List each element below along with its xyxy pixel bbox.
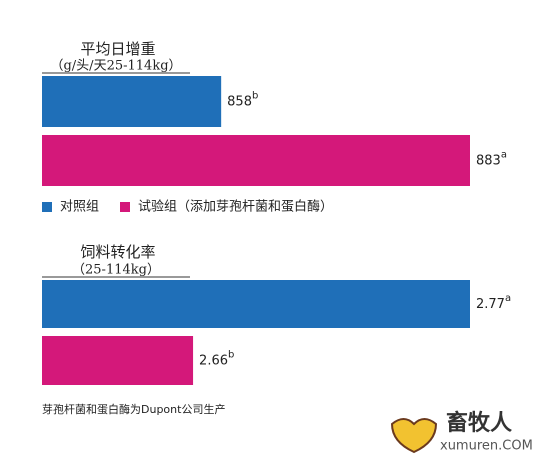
legend-swatch <box>120 202 130 212</box>
legend-label: 对照组 <box>60 200 99 215</box>
value: 2.77 <box>476 297 505 312</box>
chart-title: 饲料转化率 <box>80 243 155 261</box>
bar <box>42 336 194 385</box>
watermark-site: xumuren.COM <box>440 439 533 454</box>
significance: a <box>501 150 507 161</box>
value-label: 2.77a <box>476 293 511 312</box>
bar <box>42 280 470 328</box>
value-label: 883a <box>476 150 507 169</box>
watermark-name: 畜牧人 <box>446 410 512 436</box>
bar <box>42 76 222 127</box>
chart-title: 平均日增重 <box>80 40 155 58</box>
value: 883 <box>476 153 501 168</box>
chart-subtitle: （25-114kg） <box>72 263 160 278</box>
bar <box>42 135 470 186</box>
legend-label: 试验组（添加芽孢杆菌和蛋白酶） <box>138 199 333 215</box>
chart-subtitle: （g/头/天25-114kg） <box>50 59 181 74</box>
value: 2.66 <box>199 353 228 368</box>
value-label: 2.66b <box>199 350 234 369</box>
significance: b <box>252 91 258 102</box>
value-label: 858b <box>227 91 258 110</box>
significance: a <box>505 293 511 304</box>
watermark-logo <box>390 418 438 454</box>
significance: b <box>228 350 234 361</box>
footnote: 芽孢杆菌和蛋白酶为Dupont公司生产 <box>42 402 225 416</box>
legend-swatch <box>42 202 52 212</box>
value: 858 <box>227 94 252 109</box>
